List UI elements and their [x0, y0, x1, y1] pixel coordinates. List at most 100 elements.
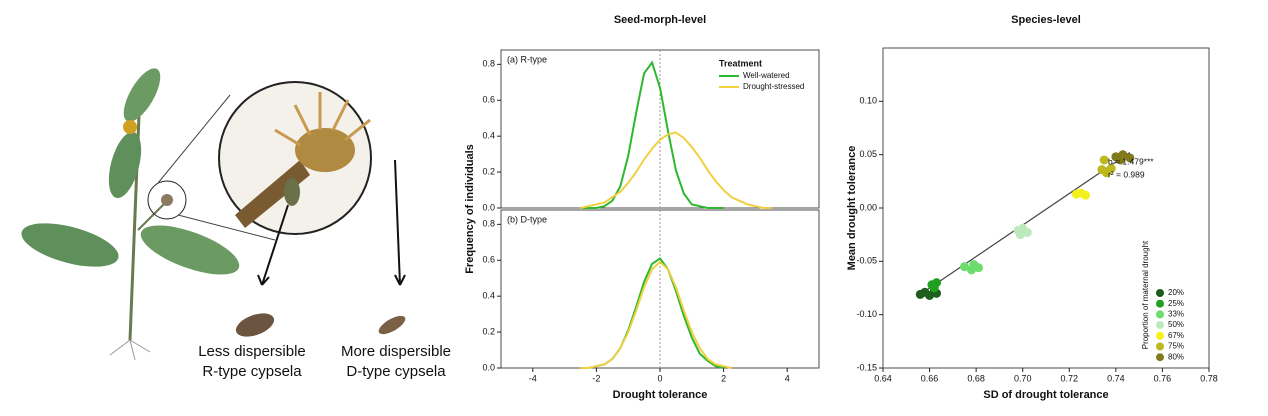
leaf: [123, 68, 161, 122]
y-tick-label: 0.0: [482, 362, 495, 372]
x-tick-label: 0.66: [921, 373, 939, 383]
annotation: b = 1.479***: [1108, 156, 1154, 166]
arrow: [257, 204, 289, 286]
y-tick-label: 0.10: [859, 96, 877, 106]
point: [1116, 155, 1126, 165]
density-line: [580, 60, 724, 209]
seed-head: [295, 128, 355, 172]
legend-label: 50%: [1168, 320, 1184, 329]
stalk: [235, 160, 310, 228]
y-tick-label: 0.6: [482, 95, 495, 105]
y-tick-label: -0.10: [856, 309, 877, 319]
legend-label: 20%: [1168, 288, 1184, 297]
legend-label: Well-watered: [743, 71, 790, 80]
y-tick-label: 0.05: [859, 149, 877, 159]
point: [1125, 153, 1135, 163]
x-tick-label: 0.70: [1014, 373, 1032, 383]
x-tick-label: 0.68: [967, 373, 985, 383]
label: R-type cypsela: [202, 363, 302, 380]
legend-label: 67%: [1168, 331, 1184, 340]
arrow: [394, 159, 406, 286]
x-tick-label: -2: [592, 373, 600, 383]
y-tick-label: 0.8: [482, 59, 495, 69]
x-tick-label: 2: [721, 373, 726, 383]
legend-label: 33%: [1168, 310, 1184, 319]
point: [1106, 164, 1116, 174]
x-tick-label: -4: [529, 373, 537, 383]
y-tick-label: 0.0: [482, 202, 495, 212]
point: [1081, 190, 1091, 200]
label: D-type cypsela: [346, 363, 446, 380]
legend-label: 75%: [1168, 342, 1184, 351]
plot-frame: [882, 47, 1210, 369]
y-tick-label: 0.4: [482, 131, 495, 141]
x-axis-label: SD of drought tolerance: [983, 389, 1108, 401]
branch: [137, 199, 169, 231]
legend-label: 25%: [1168, 299, 1184, 308]
pappus: [274, 92, 371, 147]
density-line: [580, 260, 732, 369]
y-tick-label: 0.6: [482, 255, 495, 265]
point: [966, 265, 976, 275]
y-tick-label: 0.2: [482, 326, 495, 336]
y-axis-label: Mean drought tolerance: [846, 146, 858, 271]
flower: [123, 120, 137, 134]
roots: [109, 339, 151, 361]
point: [1099, 155, 1109, 165]
x-tick-label: 0.78: [1200, 373, 1218, 383]
y-tick-label: -0.05: [856, 256, 877, 266]
point: [929, 283, 939, 293]
legend-swatch: [1156, 289, 1164, 297]
leaf: [108, 131, 142, 199]
legend-swatch: [1156, 299, 1164, 308]
x-tick-label: 0.72: [1061, 373, 1079, 383]
x-tick-label: 0: [657, 373, 662, 383]
chart-title: Species-level: [1011, 14, 1081, 26]
x-tick-label: 0.64: [874, 373, 892, 383]
legend-label: Drought-stressed: [743, 82, 804, 91]
fit-line: [919, 152, 1131, 295]
label: Less dispersible: [198, 343, 306, 360]
density-line: [580, 131, 772, 209]
zoom-line: [177, 214, 276, 241]
zoom-small: [147, 180, 187, 220]
x-tick-label: 4: [785, 373, 790, 383]
legend-title: Treatment: [719, 58, 762, 68]
illustration: Less dispersible R-type cypsela More dis…: [21, 68, 451, 380]
x-tick-label: 0.74: [1107, 373, 1125, 383]
d-cypsela: [378, 315, 406, 335]
leaf: [21, 223, 119, 267]
legend-swatch: [1156, 310, 1164, 319]
plot-frame: [500, 209, 820, 369]
y-tick-label: 0.00: [859, 202, 877, 212]
y-tick-label: 0.2: [482, 166, 495, 176]
point: [1015, 230, 1025, 240]
leaf: [140, 225, 240, 275]
panel-label: (a) R-type: [507, 54, 547, 64]
legend-swatch: [1156, 342, 1164, 351]
y-tick-label: 0.4: [482, 291, 495, 301]
seed: [284, 178, 300, 206]
chart-title: Seed-morph-level: [614, 14, 706, 26]
zoom-line: [157, 94, 231, 184]
legend-label: 80%: [1168, 352, 1184, 361]
point: [1022, 228, 1032, 238]
annotation: r² = 0.989: [1108, 169, 1145, 179]
flower-head: [161, 194, 173, 206]
x-tick-label: 0.76: [1154, 373, 1172, 383]
point: [960, 262, 969, 272]
r-cypsela: [235, 313, 275, 337]
label: More dispersible: [341, 343, 451, 360]
y-tick-label: 0.8: [482, 219, 495, 229]
panel-label: (b) D-type: [507, 214, 547, 224]
point: [973, 263, 983, 273]
legend-swatch: [1156, 353, 1164, 362]
legend-swatch: [1156, 321, 1164, 330]
zoom-circle: [218, 81, 372, 235]
x-axis-label: Drought tolerance: [613, 389, 708, 401]
legend-swatch: [1156, 331, 1164, 340]
y-axis-label: Frequency of individuals: [464, 144, 476, 274]
legend-title: Proportion of maternal drought: [1141, 240, 1150, 349]
